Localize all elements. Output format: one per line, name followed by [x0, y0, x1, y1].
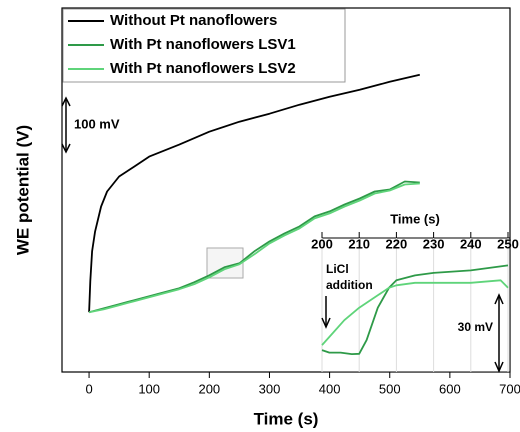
x-tick-label: 200: [311, 236, 333, 251]
x-tick-label: 100: [138, 381, 160, 396]
inset-x-label: Time (s): [390, 211, 440, 226]
annotation: 30 mV: [458, 320, 493, 334]
series-line: [321, 279, 509, 346]
inset-plot: 200 210 220 230 240 250: [311, 232, 519, 372]
y-axis-label: WE potential (V): [13, 125, 32, 255]
x-tick-label: 250: [497, 236, 519, 251]
x-tick-label: 220: [386, 236, 408, 251]
inset-frame: [321, 237, 511, 373]
arrow-head: [321, 317, 331, 329]
main-plot: 0 100 200 300 400 500 600 700 Without Pt nanoflo…: [68, 12, 520, 396]
legend-box: [62, 8, 346, 83]
x-tick-label: 0: [85, 381, 92, 396]
annotation: addition: [326, 278, 373, 292]
x-tick-label: 400: [319, 381, 341, 396]
x-tick-label: 300: [259, 381, 281, 396]
series-line: [321, 264, 509, 355]
legend-label: With Pt nanoflowers LSV2: [110, 60, 296, 77]
plot-frame: [61, 7, 511, 373]
x-tick-label: 700: [499, 381, 520, 396]
x-tick-label: 200: [198, 381, 220, 396]
x-axis-label: Time (s): [254, 409, 319, 428]
series-line: [88, 180, 420, 314]
series-line: [88, 182, 420, 314]
zoom-box: [206, 247, 244, 279]
series-line: [88, 73, 421, 313]
x-tick-label: 600: [439, 381, 461, 396]
x-tick-label: 230: [423, 236, 445, 251]
x-tick-label: 240: [460, 236, 482, 251]
annotation: LiCl: [326, 262, 349, 276]
annotation: 100 mV: [74, 116, 120, 131]
x-tick-label: 210: [348, 236, 370, 251]
legend-label: With Pt nanoflowers LSV1: [110, 36, 296, 53]
legend-label: Without Pt nanoflowers: [110, 12, 277, 29]
scale-arrows: [494, 293, 504, 373]
scale-arrows: [61, 96, 71, 154]
x-tick-label: 500: [379, 381, 401, 396]
